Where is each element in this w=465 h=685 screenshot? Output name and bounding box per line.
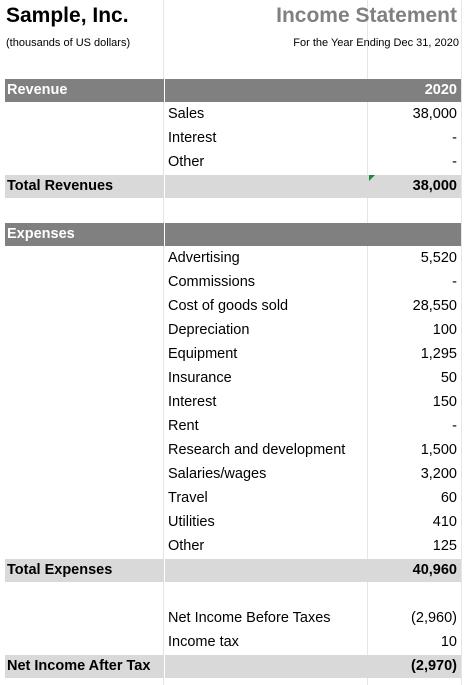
line-item-value[interactable]: 410: [432, 514, 457, 530]
line-item-label[interactable]: Rent: [168, 418, 199, 434]
line-item-value[interactable]: 1,295: [420, 346, 457, 362]
table-row: Research and development 1,500: [0, 439, 465, 462]
table-row: Insurance 50: [0, 367, 465, 390]
table-row: Sales 38,000: [0, 103, 465, 126]
table-row: Other 125: [0, 535, 465, 558]
table-row: Depreciation 100: [0, 319, 465, 342]
table-row: Rent -: [0, 415, 465, 438]
line-item-value[interactable]: 100: [432, 322, 457, 338]
line-item-value[interactable]: 28,550: [412, 298, 457, 314]
revenue-heading[interactable]: Revenue: [5, 79, 164, 102]
line-item-label[interactable]: Advertising: [168, 250, 240, 266]
line-item-value[interactable]: 10: [440, 634, 457, 650]
line-item-label[interactable]: Travel: [168, 490, 208, 506]
line-item-label[interactable]: Other: [168, 154, 205, 170]
units-note: (thousands of US dollars): [6, 37, 131, 49]
table-row: Cost of goods sold 28,550: [0, 295, 465, 318]
year-heading[interactable]: 2020: [369, 79, 461, 102]
total-revenues-row: Total Revenues 38,000: [0, 175, 465, 198]
line-item-value[interactable]: 1,500: [420, 442, 457, 458]
gridline: [163, 0, 164, 685]
total-cell[interactable]: [165, 175, 369, 198]
table-row: Utilities 410: [0, 511, 465, 534]
header-cell[interactable]: [165, 223, 369, 246]
table-row: Interest 150: [0, 391, 465, 414]
table-row: Travel 60: [0, 487, 465, 510]
cell-note-marker: [369, 175, 375, 181]
company-name: Sample, Inc.: [6, 4, 129, 27]
total-revenues-label[interactable]: Total Revenues: [5, 175, 164, 198]
line-item-value[interactable]: -: [452, 130, 457, 146]
line-item-value[interactable]: 50: [440, 370, 457, 386]
line-item-label[interactable]: Utilities: [168, 514, 215, 530]
line-item-label[interactable]: Net Income Before Taxes: [168, 610, 331, 626]
table-row: Equipment 1,295: [0, 343, 465, 366]
line-item-value[interactable]: 125: [432, 538, 457, 554]
table-row: Net Income Before Taxes (2,960): [0, 607, 465, 630]
header-cell[interactable]: [369, 223, 461, 246]
line-item-value[interactable]: 38,000: [412, 106, 457, 122]
line-item-label[interactable]: Other: [168, 538, 205, 554]
table-row: Interest -: [0, 127, 465, 150]
line-item-label[interactable]: Cost of goods sold: [168, 298, 289, 314]
line-item-label[interactable]: Income tax: [168, 634, 239, 650]
line-item-label[interactable]: Commissions: [168, 274, 256, 290]
revenue-header-row: Revenue 2020: [0, 79, 465, 102]
net-income-label[interactable]: Net Income After Tax: [5, 655, 164, 678]
gridline: [461, 0, 462, 685]
line-item-value[interactable]: -: [452, 274, 457, 290]
table-row: Advertising 5,520: [0, 247, 465, 270]
line-item-value[interactable]: (2,960): [411, 610, 457, 626]
line-item-value[interactable]: -: [452, 154, 457, 170]
header-cell[interactable]: [165, 79, 369, 102]
table-row: Salaries/wages 3,200: [0, 463, 465, 486]
net-income-row: Net Income After Tax (2,970): [0, 655, 465, 678]
table-row: Other -: [0, 151, 465, 174]
period-label: For the Year Ending Dec 31, 2020: [293, 37, 459, 49]
line-item-value[interactable]: 5,520: [420, 250, 457, 266]
total-cell[interactable]: [165, 655, 369, 678]
table-row: Income tax 10: [0, 631, 465, 654]
line-item-label[interactable]: Insurance: [168, 370, 232, 386]
line-item-label[interactable]: Research and development: [168, 442, 346, 458]
table-row: Commissions -: [0, 271, 465, 294]
total-cell[interactable]: [165, 559, 369, 582]
line-item-label[interactable]: Sales: [168, 106, 205, 122]
line-item-value[interactable]: 150: [432, 394, 457, 410]
line-item-label[interactable]: Interest: [168, 394, 217, 410]
gridline: [367, 0, 368, 685]
line-item-value[interactable]: 60: [440, 490, 457, 506]
total-expenses-label[interactable]: Total Expenses: [5, 559, 164, 582]
total-expenses-value[interactable]: 40,960: [369, 559, 461, 582]
line-item-label[interactable]: Equipment: [168, 346, 238, 362]
expenses-heading[interactable]: Expenses: [5, 223, 164, 246]
line-item-value[interactable]: 3,200: [420, 466, 457, 482]
line-item-label[interactable]: Salaries/wages: [168, 466, 267, 482]
line-item-value[interactable]: -: [452, 418, 457, 434]
line-item-label[interactable]: Interest: [168, 130, 217, 146]
total-expenses-row: Total Expenses 40,960: [0, 559, 465, 582]
net-income-value[interactable]: (2,970): [369, 655, 461, 678]
statement-title: Income Statement: [276, 4, 457, 27]
expenses-header-row: Expenses: [0, 223, 465, 246]
total-revenues-value[interactable]: 38,000: [369, 175, 461, 198]
line-item-label[interactable]: Depreciation: [168, 322, 250, 338]
